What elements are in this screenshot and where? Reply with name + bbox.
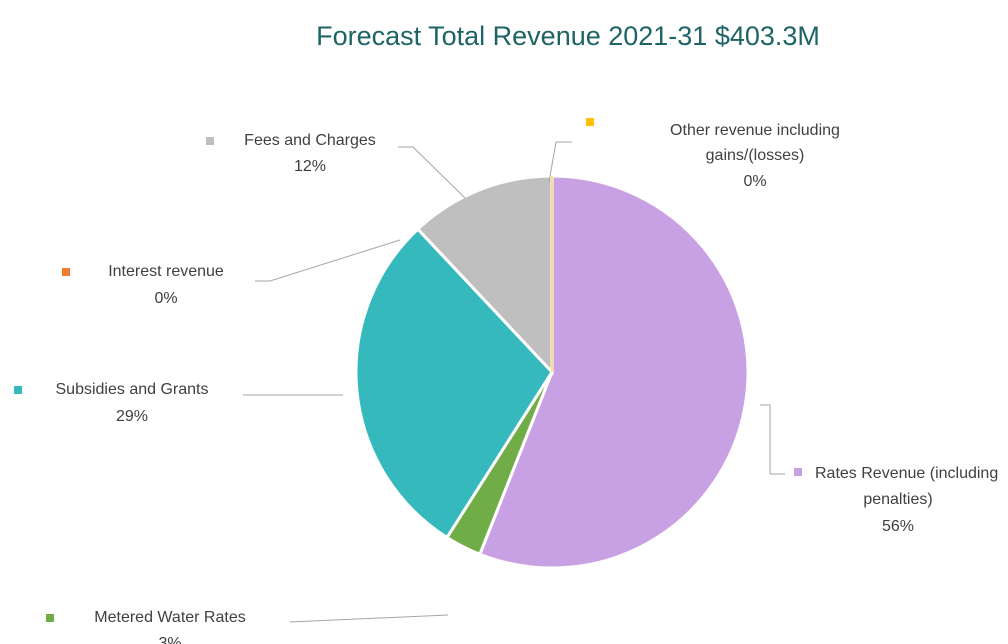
leader-line (255, 239, 401, 282)
leader-line (398, 146, 466, 199)
slice-label: Metered Water Rates (94, 609, 245, 626)
leader-line (548, 141, 572, 183)
slice-label: Interest revenue (108, 263, 224, 280)
slice-label: Subsidies and Grants (56, 381, 209, 398)
slice-value-label: 0% (743, 173, 766, 190)
leader-line (289, 614, 449, 623)
pie-slice (415, 174, 554, 376)
slice-label: Fees and Charges (244, 132, 376, 149)
slice-value-label: 0% (154, 290, 177, 307)
pie-slice (354, 227, 554, 540)
legend-marker (14, 386, 22, 394)
legend-marker (794, 468, 802, 476)
leader-line (760, 404, 785, 475)
slice-value-label: 12% (294, 158, 326, 175)
slice-value-label: 3% (158, 635, 181, 644)
chart-title: Forecast Total Revenue 2021-31 $403.3M (316, 21, 820, 51)
slice-value-label: 29% (116, 408, 148, 425)
legend-marker (46, 614, 54, 622)
legend-marker (586, 118, 594, 126)
slice-value-label: 56% (882, 518, 914, 535)
legend-marker (206, 137, 214, 145)
legend-marker (62, 268, 70, 276)
slice-label: Other revenue including gains/(losses) (670, 122, 840, 164)
pie-slice (477, 174, 750, 570)
slice-label: Rates Revenue (including penalties) (815, 465, 998, 508)
